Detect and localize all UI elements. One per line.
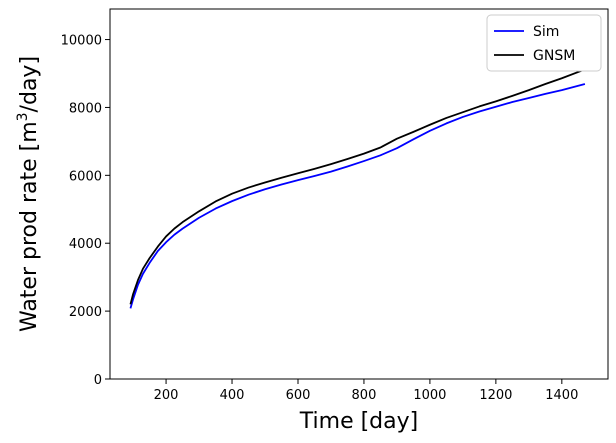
x-tick-label: 600 [286,388,311,403]
y-tick-label: 8000 [69,101,102,116]
y-tick-label: 10000 [61,34,102,49]
series-line-gnsm [129,68,586,305]
series-line-sim [129,83,586,309]
y-axis-label-main: Water prod rate [m [17,121,42,332]
x-tick-label: 1200 [479,388,512,403]
plot-frame [109,8,609,380]
x-tick-label: 800 [352,388,377,403]
series-layer [129,68,586,309]
y-axis-label-tail: /day] [17,56,42,112]
x-axis-ticks: 200 400 600 800 1000 1200 1400 [154,379,578,403]
legend: Sim GNSM [486,14,602,72]
x-tick-label: 1000 [413,388,446,403]
x-tick-label: 200 [154,388,179,403]
legend-label-sim: Sim [533,24,559,40]
plot-area [109,8,609,380]
legend-label-gnsm: GNSM [533,48,575,64]
y-tick-label: 6000 [69,169,102,184]
y-axis-ticks: 0 2000 4000 6000 8000 10000 [61,34,110,388]
y-axis-label-superscript: 3 [15,112,31,121]
y-tick-label: 0 [94,373,102,388]
y-axis-label: Water prod rate [m3/day] [15,56,42,332]
x-tick-label: 1400 [545,388,578,403]
y-tick-label: 4000 [69,237,102,252]
x-tick-label: 400 [220,388,245,403]
y-tick-label: 2000 [69,305,102,320]
x-axis-label: Time [day] [299,409,418,434]
legend-box [486,14,602,72]
